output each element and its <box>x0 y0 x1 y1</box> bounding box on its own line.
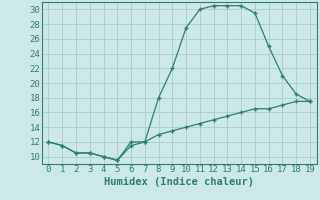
X-axis label: Humidex (Indice chaleur): Humidex (Indice chaleur) <box>104 177 254 187</box>
